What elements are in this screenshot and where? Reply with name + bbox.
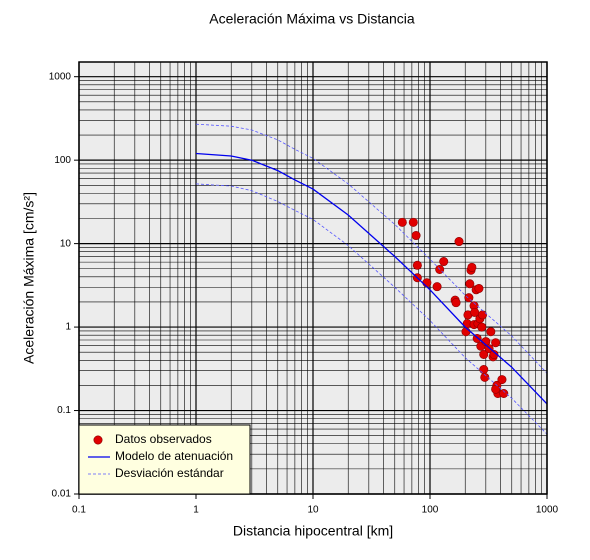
data-point xyxy=(489,349,499,359)
data-point xyxy=(464,293,474,303)
data-point xyxy=(477,310,487,320)
legend-box xyxy=(78,424,251,495)
data-point xyxy=(499,389,509,399)
chart-title: Aceleración Máxima vs Distancia xyxy=(209,11,415,27)
x-tick-label: 1000 xyxy=(536,505,559,516)
legend-label: Datos observados xyxy=(115,432,212,446)
data-point xyxy=(491,338,501,348)
data-point xyxy=(397,217,407,227)
data-point xyxy=(451,298,461,308)
x-tick-label: 1 xyxy=(193,505,199,516)
y-tick-label: 0.1 xyxy=(57,405,71,416)
y-axis-label: Aceleración Máxima [cm/s²] xyxy=(21,192,37,364)
std-lower-line xyxy=(195,183,548,435)
y-tick-label: 10 xyxy=(60,238,72,249)
x-axis-label: Distancia hipocentral [km] xyxy=(233,523,393,539)
data-point xyxy=(477,322,487,332)
data-point xyxy=(465,279,475,289)
data-point xyxy=(486,327,496,337)
data-point xyxy=(412,260,422,270)
data-point xyxy=(491,384,501,394)
data-point xyxy=(439,257,449,267)
x-tick-label: 100 xyxy=(422,505,439,516)
model-line xyxy=(195,152,548,405)
data-point xyxy=(479,365,489,375)
y-tick-label: 1 xyxy=(65,322,71,333)
legend-label: Desviación estándar xyxy=(115,466,224,480)
data-point xyxy=(467,262,477,272)
y-tick-label: 100 xyxy=(54,155,71,166)
data-point xyxy=(432,282,442,292)
plot-frame xyxy=(78,61,548,495)
data-point xyxy=(497,375,507,385)
data-point xyxy=(461,327,471,337)
y-tick-label: 1000 xyxy=(49,71,72,82)
data-point xyxy=(480,372,490,382)
std-upper-line xyxy=(195,123,548,374)
data-point xyxy=(454,237,464,247)
data-point xyxy=(411,231,421,241)
legend-label: Modelo de atenuación xyxy=(115,449,233,463)
data-point xyxy=(422,278,432,288)
x-tick-label: 0.1 xyxy=(72,505,86,516)
data-point xyxy=(408,217,418,227)
data-point xyxy=(474,283,484,293)
legend-marker xyxy=(93,435,103,445)
data-point xyxy=(479,349,489,359)
y-tick-label: 0.01 xyxy=(52,489,72,500)
x-tick-label: 10 xyxy=(307,505,319,516)
